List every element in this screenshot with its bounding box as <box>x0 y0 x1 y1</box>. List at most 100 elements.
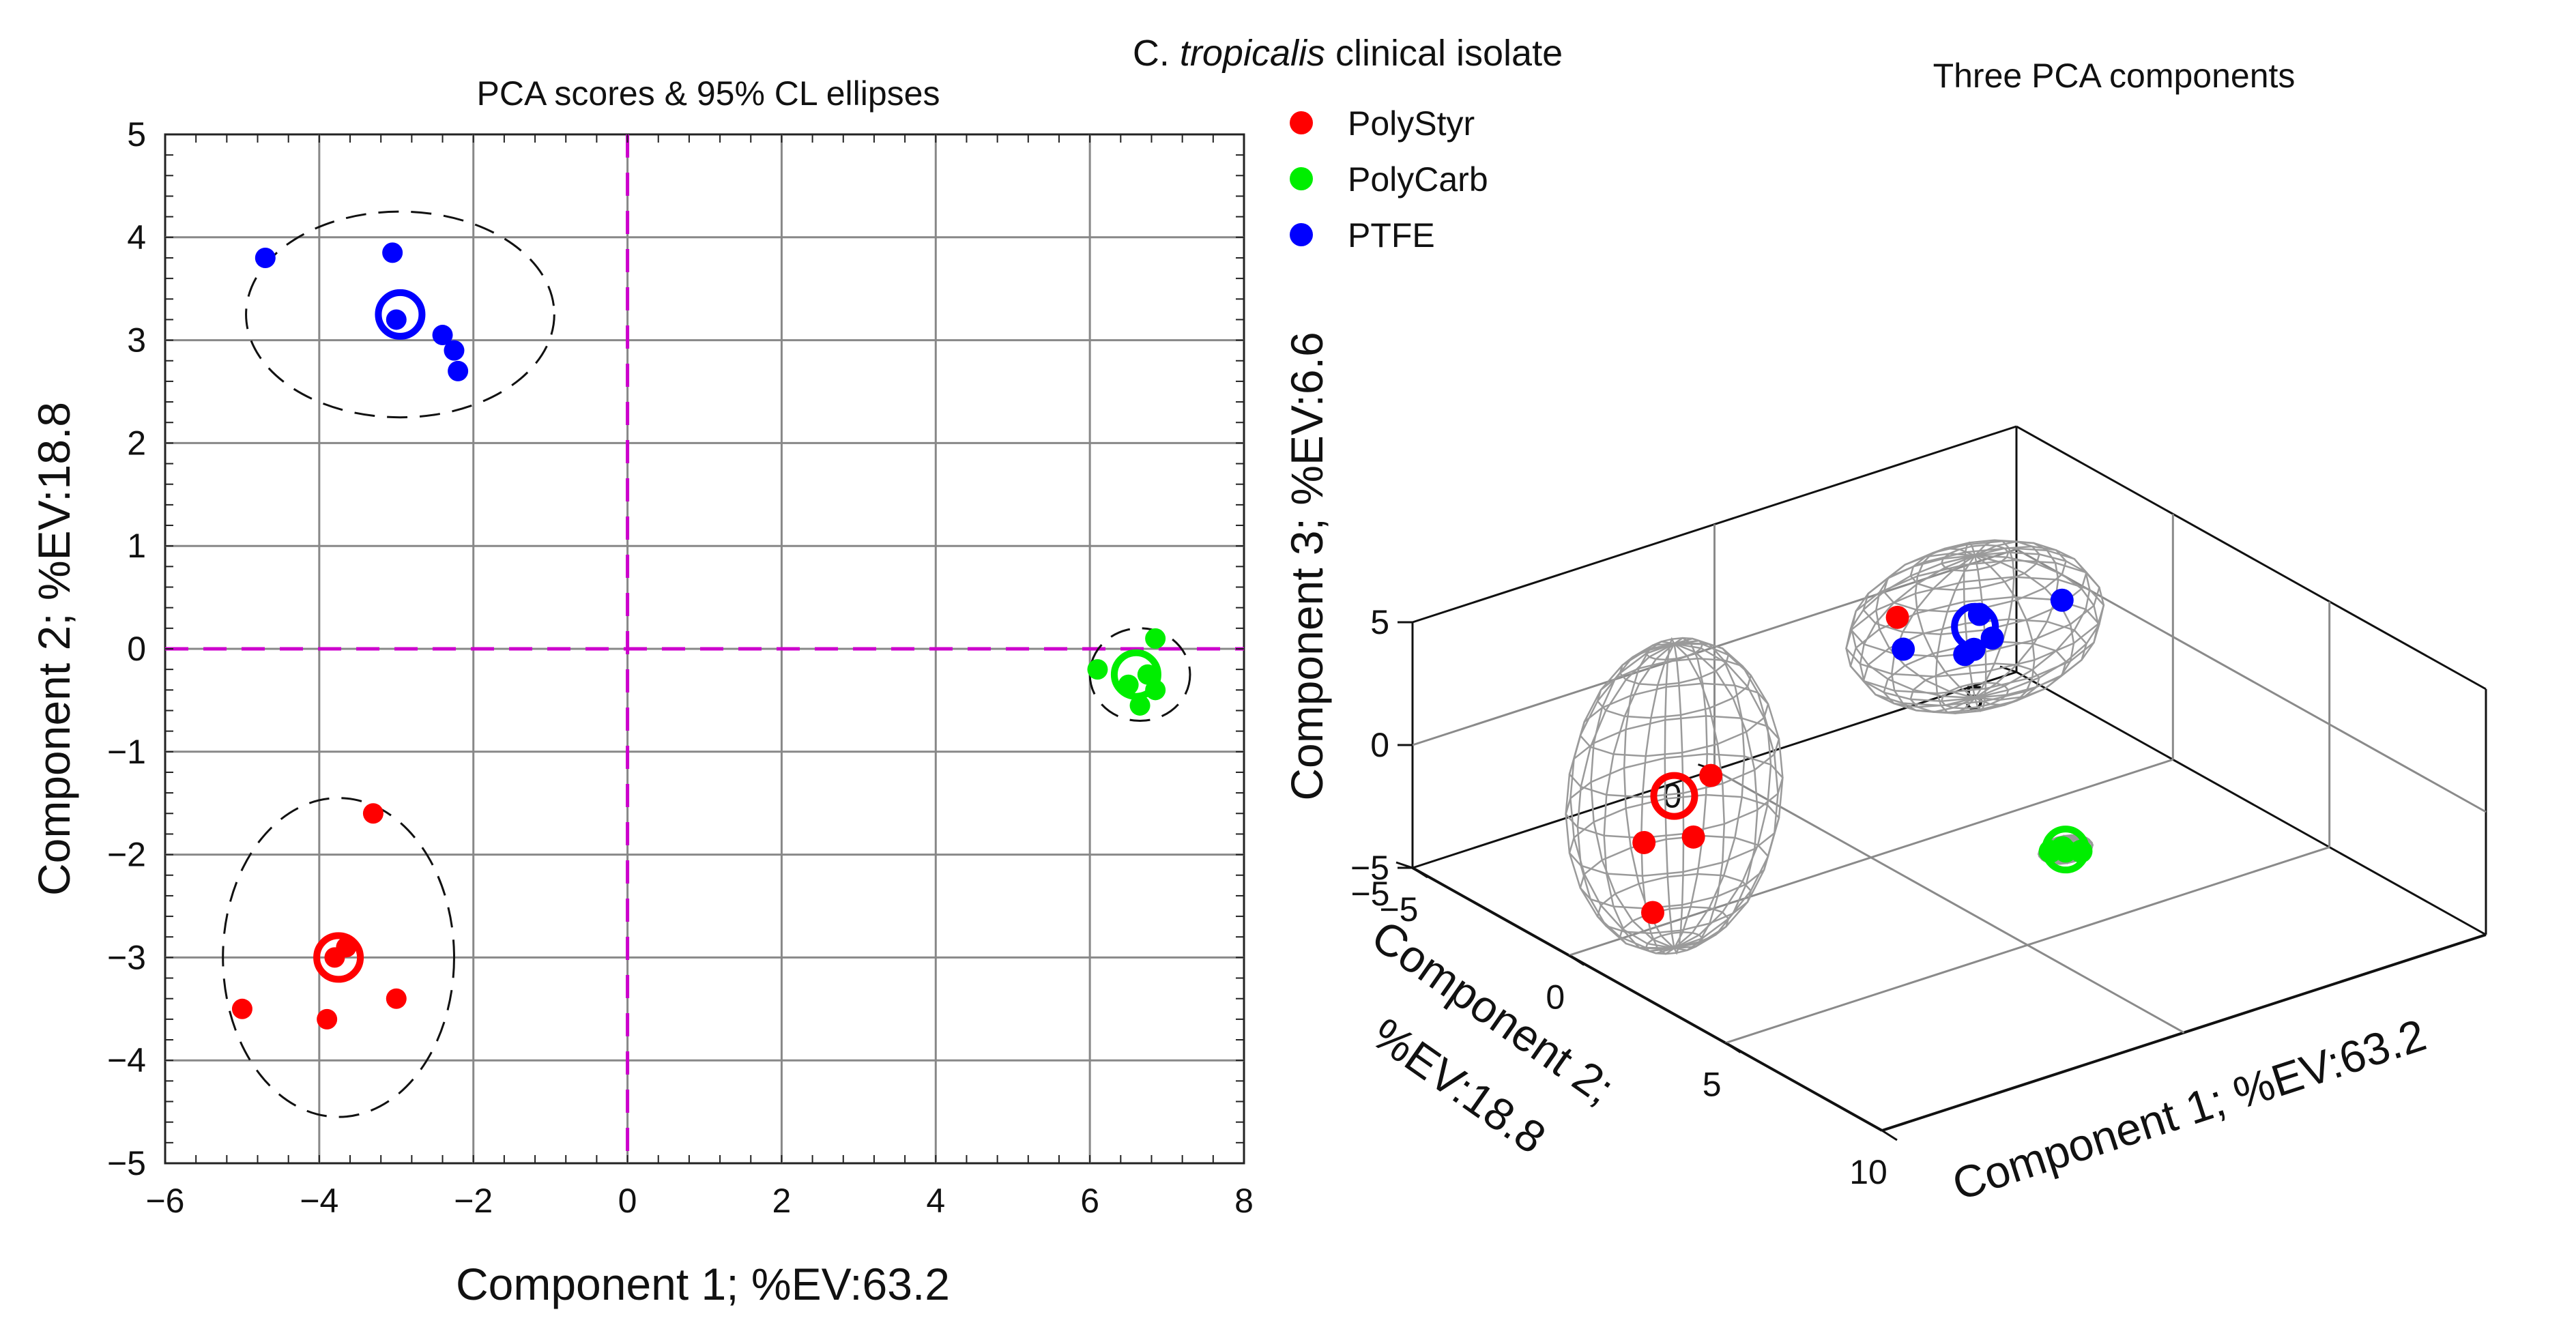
x-tick-label: 0 <box>1546 978 1565 1016</box>
x-tick-label: 4 <box>926 1182 945 1220</box>
data-point <box>1632 830 1656 854</box>
data-point <box>432 325 453 346</box>
data-point <box>1892 637 1915 661</box>
pca-2d-panel: PCA scores & 95% CL ellipses −6 −4 −2 0 2 4 6 8… <box>29 74 1254 1309</box>
legend-label: PTFE <box>1348 216 1435 254</box>
mesh-line <box>1568 715 1780 798</box>
y-tick-label: 3 <box>127 321 146 360</box>
data-point <box>386 309 407 330</box>
z-tick-label: 5 <box>1370 603 1389 641</box>
grid-line <box>1713 769 2185 1034</box>
data-point <box>2054 839 2078 863</box>
grid-lines <box>165 134 1244 1163</box>
tick-mark <box>1412 866 1428 879</box>
data-point <box>1129 695 1150 716</box>
z-tick-label: −5 <box>1350 849 1389 887</box>
data-point <box>317 1008 338 1030</box>
centroid-marker <box>1650 772 1698 820</box>
data-points <box>1632 588 2093 924</box>
grid-line <box>2016 548 2487 813</box>
data-point <box>1641 901 1664 924</box>
mesh-line <box>1845 576 2105 677</box>
centroid-marker <box>1110 649 1161 700</box>
minor-ticks <box>164 134 1245 1164</box>
y-tick-label: 5 <box>127 115 146 154</box>
mesh-line <box>1568 793 1780 877</box>
data-point <box>2050 588 2074 612</box>
tick-mark <box>1881 1129 1898 1141</box>
mesh-line <box>1579 682 1769 757</box>
x-tick-label: −2 <box>454 1182 493 1220</box>
data-point <box>448 360 469 381</box>
mesh-line <box>1619 642 1730 686</box>
tick-labels: −6 −4 −2 0 2 4 6 8 −5 −4 −3 −2 −1 0 1 2 3 4 5 <box>107 115 1254 1220</box>
mesh-line <box>1849 596 2100 695</box>
data-point <box>382 242 403 263</box>
y-tick-label: 2 <box>127 424 146 462</box>
x-tick-label: 5 <box>1703 1066 1722 1104</box>
tick-mark <box>1724 1042 1741 1053</box>
tick-mark <box>1568 954 1585 966</box>
legend-marker <box>1290 111 1313 134</box>
z-tick-label: 0 <box>1370 726 1389 764</box>
data-point <box>1137 664 1158 685</box>
legend-marker <box>1290 223 1313 246</box>
axis-edge <box>2016 425 2487 690</box>
y-axis-label: Component 2; %EV:18.8 <box>29 402 79 896</box>
ellipsoid-wireframe <box>1845 539 2105 714</box>
y-tick-label: 4 <box>127 218 146 257</box>
data-point <box>255 247 276 268</box>
confidence-ellipse <box>222 797 455 1118</box>
mesh-line <box>1909 662 2040 714</box>
centroid-marker <box>1951 602 1999 651</box>
data-point <box>1087 659 1108 680</box>
x-tick-label: −6 <box>145 1182 184 1220</box>
confidence-ellipsoids <box>1565 539 2105 955</box>
centroid-marker <box>375 289 426 340</box>
panel-title: PCA scores & 95% CL ellipses <box>476 74 940 113</box>
y-tick-label: 0 <box>127 630 146 668</box>
mesh-line <box>1645 931 1703 955</box>
y-tick-label: −2 <box>107 836 146 874</box>
y-tick-label: −5 <box>107 1144 146 1182</box>
mesh-line <box>1596 658 1752 719</box>
x-tick-label: 2 <box>772 1182 792 1220</box>
mesh-line <box>1862 546 2087 635</box>
legend-marker <box>1290 167 1313 190</box>
x-tick-label: 6 <box>1080 1182 1099 1220</box>
mesh-line <box>1940 682 2010 710</box>
data-point <box>324 947 345 968</box>
panel-title: Three PCA components <box>1933 57 2296 95</box>
data-point <box>1885 605 1909 629</box>
confidence-ellipse <box>245 210 555 419</box>
mesh-line <box>1940 544 2010 572</box>
data-point <box>1699 763 1723 787</box>
x-tick-label: −5 <box>1379 890 1418 929</box>
confidence-ellipses <box>222 210 1191 1118</box>
y-tick-label: −3 <box>107 938 146 976</box>
x-axis-label: Component 1; %EV:63.2 <box>1946 1009 2431 1210</box>
x-tick-label: 0 <box>618 1182 637 1220</box>
data-points <box>231 242 1166 1030</box>
legend: PolyStyr PolyCarb PTFE <box>1290 104 1488 254</box>
mesh-line <box>1596 873 1752 935</box>
data-point <box>362 803 383 824</box>
mesh-line <box>1579 834 1769 909</box>
y-tick-label: 1 <box>127 527 146 565</box>
centroid-marker <box>313 932 364 983</box>
y-tick-label: −1 <box>107 733 146 771</box>
x-tick-label: 8 <box>1234 1182 1254 1220</box>
legend-label: PolyCarb <box>1348 160 1488 199</box>
reference-lines <box>165 134 1244 1163</box>
x-tick-label: −4 <box>300 1182 338 1220</box>
data-point <box>444 340 465 361</box>
centroid-marker <box>2042 826 2090 874</box>
data-point <box>231 998 252 1019</box>
axis-edge <box>1412 866 1883 1132</box>
axis-edge <box>2016 671 2487 936</box>
mesh-line <box>1565 753 1784 839</box>
mesh-line <box>1645 637 1703 661</box>
x-tick-label: 10 <box>1849 1153 1887 1191</box>
